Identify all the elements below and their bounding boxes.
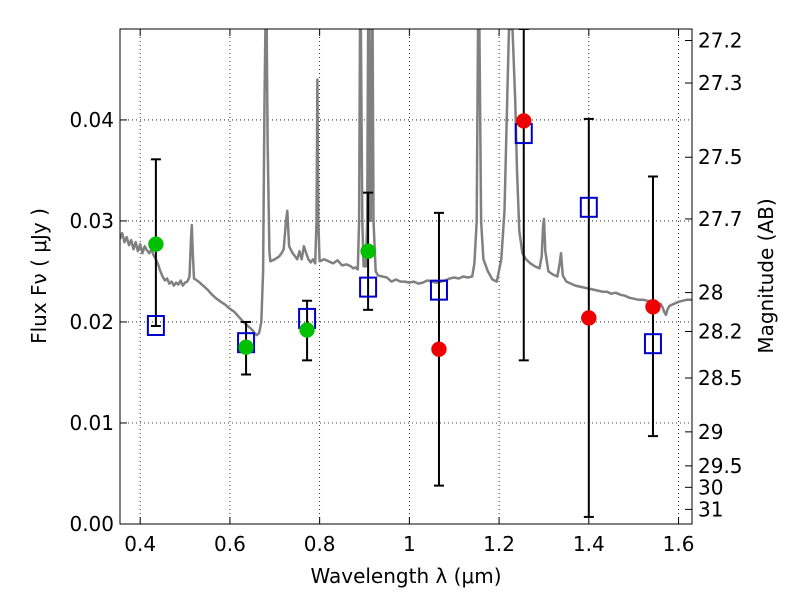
y-tick-label: 0.01 — [69, 411, 114, 435]
error-bars — [150, 29, 658, 518]
template-spectrum — [120, 29, 692, 337]
right-tick-label: 28.5 — [698, 366, 743, 390]
right-tick-label: 29.5 — [698, 454, 743, 478]
right-tick-label: 28.2 — [698, 320, 743, 344]
right-tick-label: 27.7 — [698, 207, 743, 231]
y-tick-label: 0.00 — [69, 512, 114, 536]
y-tick-label: 0.03 — [69, 209, 114, 233]
right-tick-label: 27.2 — [698, 28, 743, 52]
right-tick-label: 29 — [698, 420, 723, 444]
x-tick-label: 1.4 — [573, 532, 605, 556]
x-tick-label: 0.4 — [124, 532, 156, 556]
axis-ticks: 0.4 0.6 0.8 1 1.2 1.4 1.6 0.00 0.01 0.02 0.03 0.04 2… — [69, 28, 742, 556]
x-axis-label: Wavelength λ (μm) — [310, 564, 501, 588]
square-marker — [359, 276, 378, 298]
right-axis-label: Magnitude (AB) — [754, 198, 778, 353]
spectrum-line — [120, 29, 692, 337]
square-marker — [146, 315, 165, 336]
circle-marker — [238, 339, 254, 355]
circle-marker — [148, 236, 164, 252]
right-tick-label: 28 — [698, 281, 723, 305]
plot-frame — [119, 28, 693, 525]
circle-marker — [360, 243, 376, 259]
circle-marker — [431, 341, 447, 357]
y-axis-label: Flux Fν ( μJy ) — [27, 208, 51, 344]
y-tick-label: 0.04 — [69, 108, 114, 132]
right-tick-label: 27.3 — [698, 71, 743, 95]
square-marker — [429, 279, 448, 301]
x-tick-label: 0.8 — [304, 532, 336, 556]
x-tick-label: 0.6 — [214, 532, 246, 556]
x-tick-label: 1.2 — [483, 532, 515, 556]
data-markers — [146, 113, 662, 357]
square-marker — [579, 196, 598, 218]
right-tick-label: 27.5 — [698, 145, 743, 169]
circle-marker — [645, 299, 661, 315]
circle-marker — [299, 322, 315, 338]
right-tick-label: 30 — [698, 475, 723, 499]
y-tick-label: 0.02 — [69, 310, 114, 334]
grid-lines — [120, 29, 692, 525]
x-tick-label: 1 — [403, 532, 416, 556]
circle-marker — [516, 113, 532, 129]
right-tick-label: 31 — [698, 497, 723, 521]
circle-marker — [581, 310, 597, 326]
x-tick-label: 1.6 — [663, 532, 695, 556]
square-marker — [643, 333, 662, 355]
